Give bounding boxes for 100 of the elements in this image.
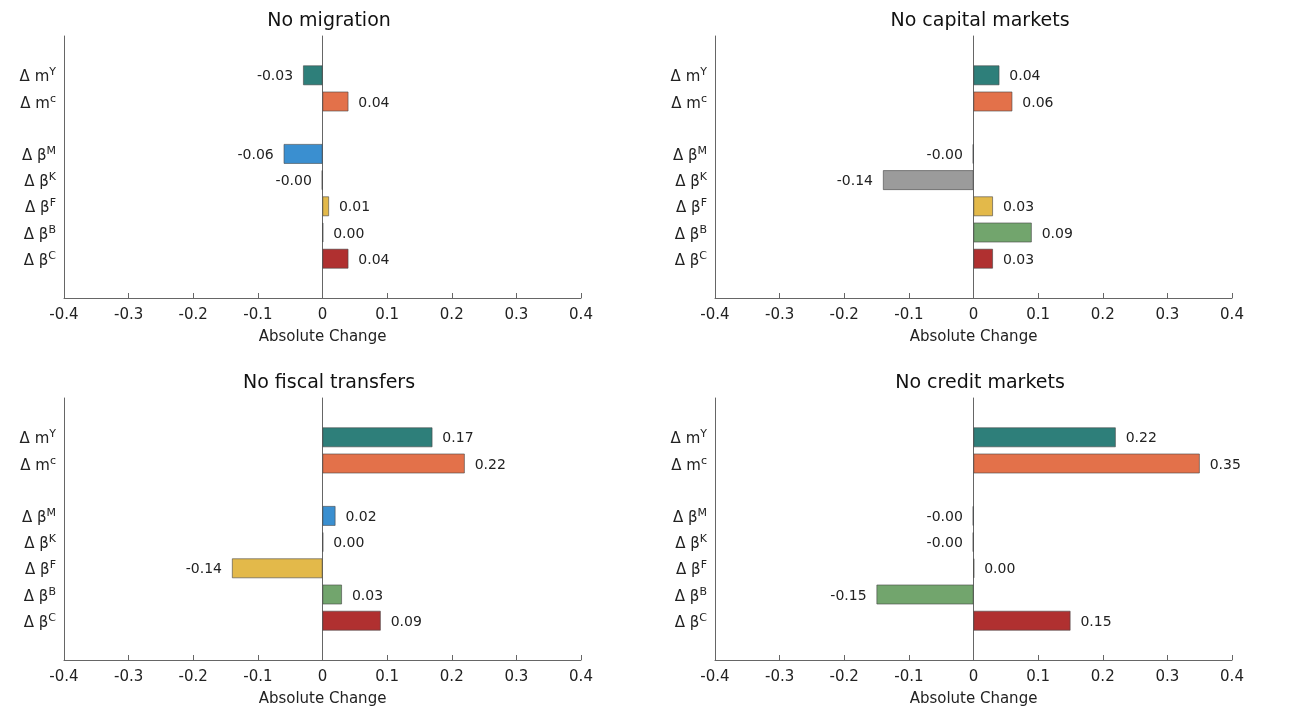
bar [322, 248, 349, 269]
x-tick-label: 0.4 [1220, 304, 1244, 323]
y-tick-label: Δ β$^{C}$ [23, 248, 56, 269]
x-tick-label: 0.1 [1026, 666, 1051, 685]
y-tick-label: Δ β$^{B}$ [674, 584, 707, 605]
x-tick-label: -0.4 [49, 304, 79, 323]
x-axis-title: Absolute Change [909, 688, 1038, 707]
x-tick-label: -0.3 [113, 666, 144, 685]
data-label: 0.03 [1002, 198, 1035, 215]
x-tick-label: 0.4 [1220, 666, 1244, 685]
data-label: -0.00 [926, 534, 963, 551]
data-label: 0.02 [345, 507, 377, 524]
data-label: -0.14 [185, 560, 223, 577]
y-tick-label: Δ m$^{Y}$ [19, 427, 56, 448]
data-label: 0.03 [1002, 250, 1035, 267]
y-tick-label: Δ β$^{K}$ [24, 170, 56, 191]
data-label: 0.04 [1009, 67, 1041, 84]
data-label: -0.00 [926, 145, 963, 162]
y-tick-label: Δ m$^{c}$ [20, 453, 56, 474]
chart-title: No capital markets [890, 7, 1070, 30]
data-label: 0.01 [338, 198, 371, 215]
x-tick-label: -0.2 [829, 666, 859, 685]
y-tick-label: Δ m$^{Y}$ [19, 65, 56, 86]
bar [973, 453, 1200, 474]
x-tick-label: -0.2 [829, 304, 859, 323]
y-tick-label: Δ m$^{c}$ [671, 453, 707, 474]
y-tick-label: Δ m$^{Y}$ [670, 65, 707, 86]
x-axis-title: Absolute Change [258, 326, 387, 345]
bar [973, 248, 993, 269]
x-tick-label: 0 [317, 304, 328, 323]
data-label: 0.22 [474, 455, 506, 472]
data-label: 0.04 [358, 93, 390, 110]
bar [322, 584, 342, 605]
x-tick-label: -0.1 [894, 304, 924, 323]
y-tick-label: Δ β$^{K}$ [24, 532, 56, 553]
x-tick-label: 0.2 [1090, 304, 1115, 323]
x-tick-label: 0.1 [375, 304, 400, 323]
x-tick-label: -0.1 [243, 666, 273, 685]
y-tick-label: Δ β$^{B}$ [23, 584, 56, 605]
data-label: 0.03 [351, 586, 384, 603]
data-label: 0.00 [333, 534, 365, 551]
bar [303, 65, 323, 86]
y-tick-label: Δ β$^{C}$ [674, 248, 707, 269]
y-tick-label: Δ β$^{F}$ [676, 558, 707, 579]
data-label: -0.03 [256, 67, 294, 84]
x-tick-label: 0.2 [1090, 666, 1115, 685]
data-label: 0.09 [1041, 224, 1073, 241]
data-label: 0.06 [1022, 93, 1054, 110]
x-tick-label: 0.3 [1155, 666, 1180, 685]
y-tick-label: Δ β$^{B}$ [674, 222, 707, 243]
data-label: 0.15 [1080, 612, 1112, 629]
bar [322, 91, 349, 112]
y-tick-label: Δ β$^{M}$ [672, 143, 707, 164]
x-tick-label: -0.1 [243, 304, 273, 323]
y-tick-label: Δ β$^{B}$ [23, 222, 56, 243]
x-tick-label: -0.2 [178, 304, 208, 323]
x-tick-label: 0.1 [375, 666, 400, 685]
data-label: -0.06 [237, 145, 274, 162]
bar [973, 65, 1000, 86]
y-tick-label: Δ β$^{F}$ [676, 196, 707, 217]
x-axis-title: Absolute Change [909, 326, 1038, 345]
y-tick-label: Δ m$^{c}$ [671, 91, 707, 112]
y-tick-label: Δ β$^{F}$ [25, 558, 56, 579]
bar [322, 427, 433, 448]
bar [973, 196, 993, 217]
x-axis-title: Absolute Change [258, 688, 387, 707]
x-tick-label: -0.3 [764, 304, 795, 323]
x-tick-label: -0.2 [178, 666, 208, 685]
x-tick-label: 0 [317, 666, 328, 685]
bar [322, 453, 465, 474]
y-tick-label: Δ β$^{C}$ [23, 610, 56, 631]
y-tick-label: Δ β$^{M}$ [672, 505, 707, 526]
x-tick-label: 0.3 [1155, 304, 1180, 323]
bar [973, 427, 1116, 448]
y-tick-label: Δ m$^{c}$ [20, 91, 56, 112]
data-label: -0.15 [830, 586, 867, 603]
bar [322, 196, 329, 217]
bar [973, 222, 1032, 243]
x-tick-label: 0.2 [439, 304, 464, 323]
y-tick-label: Δ β$^{K}$ [675, 170, 707, 191]
x-tick-label: 0.4 [569, 666, 593, 685]
y-tick-label: Δ β$^{C}$ [674, 610, 707, 631]
x-tick-label: 0.3 [504, 304, 529, 323]
bar [322, 610, 381, 631]
bar [973, 610, 1071, 631]
bar [973, 91, 1013, 112]
x-tick-label: 0.3 [504, 666, 529, 685]
x-tick-label: -0.4 [700, 304, 730, 323]
data-label: -0.00 [926, 507, 963, 524]
x-tick-label: 0 [968, 666, 979, 685]
bar [876, 584, 974, 605]
x-tick-label: 0 [968, 304, 979, 323]
x-tick-label: -0.4 [49, 666, 79, 685]
x-tick-label: 0.4 [569, 304, 593, 323]
data-label: -0.14 [836, 172, 874, 189]
y-tick-label: Δ β$^{K}$ [675, 532, 707, 553]
data-label: 0.22 [1125, 429, 1157, 446]
y-tick-label: Δ m$^{Y}$ [670, 427, 707, 448]
x-tick-label: -0.1 [894, 666, 924, 685]
x-tick-label: -0.3 [113, 304, 144, 323]
